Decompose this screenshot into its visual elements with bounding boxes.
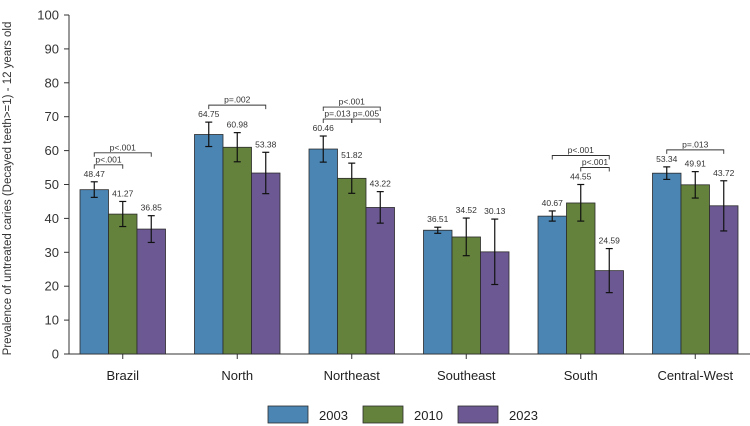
data-label: 48.47 [84,169,106,179]
data-label: 44.55 [570,172,592,182]
bars [79,134,739,355]
significance-bracket [351,118,381,124]
bar [365,207,395,355]
data-label: 53.34 [656,154,678,164]
data-label: 36.51 [427,214,449,224]
bar [222,146,252,355]
y-tick-label: 80 [45,75,59,90]
data-label: 41.27 [112,188,134,198]
x-tick-label: South [564,368,598,383]
x-tick-label: Southeast [437,368,496,383]
bar [423,229,453,355]
x-tick-label: Brazil [106,368,139,383]
y-tick-label: 40 [45,211,59,226]
data-label: 51.82 [341,150,363,160]
significance-label: p=.013 [682,139,709,149]
bar [337,177,367,355]
significance-bracket [322,106,381,112]
significance-label: p<.001 [568,145,595,155]
y-tick-label: 90 [45,41,59,56]
significance-bracket [666,149,725,154]
legend-label: 2003 [319,408,348,423]
data-label: 43.72 [713,168,735,178]
legend: 2003 2010 2023 [267,405,538,424]
significance-label: p<.001 [95,154,122,164]
bar [566,202,596,355]
bar [308,148,338,355]
data-label: 49.91 [685,159,707,169]
y-axis-title: Prevalence of untreated caries (Decayed … [2,22,14,356]
y-tick-label: 50 [45,177,59,192]
y-tick-label: 100 [37,8,59,23]
significance-bracket [208,104,267,110]
x-tick-label: North [221,368,253,383]
significance-label: p=.005 [353,109,380,119]
significance-label: p<.001 [110,142,137,152]
significance-label: p<.001 [339,97,366,107]
data-label: 53.38 [255,139,277,149]
bar [108,213,138,355]
data-label: 30.13 [484,206,506,216]
legend-label: 2010 [414,408,443,423]
value-labels: 48.47 64.75 60.46 36.51 40.67 53.34 41.27 60.98… [84,109,735,245]
legend-swatch [457,405,499,424]
legend-label: 2023 [509,408,538,423]
x-tick-label: Central-West [657,368,733,383]
y-tick-label: 60 [45,143,59,158]
bar [136,228,166,355]
bar [251,172,281,355]
significance-bracket [93,152,152,157]
data-label: 64.75 [198,109,220,119]
bar [537,215,567,355]
legend-swatch [362,405,404,424]
legend-swatch [267,405,309,424]
significance-label: p=.002 [224,95,251,105]
y-tick-label: 30 [45,245,59,260]
data-label: 24.59 [599,236,621,246]
bar [194,134,224,355]
data-label: 60.46 [313,123,335,133]
error-bars [90,121,728,294]
axes: 0 10 20 30 40 50 60 70 80 90 100 Brazil North Northea… [2,8,750,383]
data-label: 40.67 [542,198,564,208]
significance-bracket [93,164,124,169]
bar [79,189,109,355]
bar [480,251,510,355]
y-tick-label: 70 [45,109,59,124]
significance-bracket [551,155,610,160]
data-label: 36.85 [141,203,163,213]
y-tick-label: 0 [52,347,59,362]
data-label: 43.22 [370,179,392,189]
bar [451,236,481,355]
x-tick-label: Northeast [324,368,381,383]
significance-label: p<.001 [582,157,609,167]
data-label: 34.52 [456,205,478,215]
data-label: 60.98 [227,120,249,130]
significance-label: p=.013 [324,109,351,119]
bar [680,184,710,355]
bar [652,172,682,355]
y-tick-label: 20 [45,279,59,294]
y-tick-label: 10 [45,313,59,328]
significance-bracket [580,167,610,172]
